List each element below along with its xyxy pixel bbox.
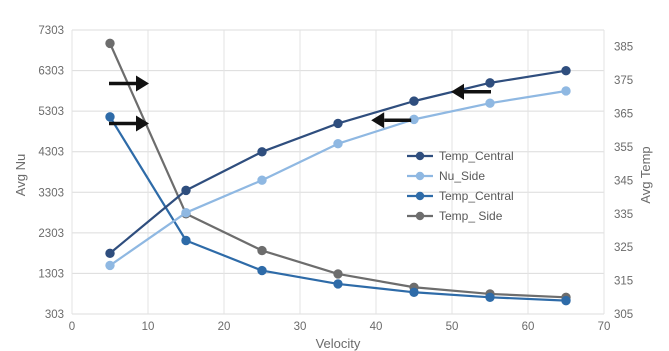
arrow-head — [136, 75, 149, 92]
left-y-tick-label: 5303 — [38, 106, 64, 118]
x-tick-label: 0 — [69, 321, 75, 333]
right-y-tick-label: 335 — [614, 209, 633, 221]
series-lines — [105, 38, 571, 306]
legend-swatch-marker — [415, 151, 425, 161]
data-point — [257, 175, 267, 185]
data-point — [105, 260, 115, 271]
left-y-tick-label: 303 — [45, 309, 64, 321]
x-axis-title: Velocity — [316, 336, 361, 351]
right-y-tick-label: 345 — [614, 175, 633, 187]
data-point — [257, 265, 267, 276]
legend-swatch-marker — [415, 171, 425, 181]
legend-label: Nu_Side — [439, 169, 485, 183]
data-point — [257, 147, 267, 157]
right-y-tick-label: 375 — [614, 75, 633, 87]
left-y-tick-label: 3303 — [38, 187, 64, 199]
data-point — [561, 295, 571, 306]
left-y-tick-label: 1303 — [38, 268, 64, 280]
legend-swatch-marker — [415, 191, 425, 201]
data-point — [333, 118, 343, 129]
data-point — [561, 86, 571, 96]
arrow-head — [371, 112, 385, 129]
data-point — [105, 248, 115, 258]
right-y-tick-label: 305 — [614, 309, 633, 321]
left-y-tick-label: 7303 — [38, 25, 64, 37]
data-point — [181, 207, 191, 218]
legend-label: Temp_Central — [439, 189, 514, 203]
x-tick-label: 50 — [446, 321, 459, 333]
data-point — [181, 185, 191, 196]
data-point — [561, 65, 571, 76]
data-point — [333, 139, 343, 149]
x-tick-label: 40 — [370, 321, 383, 333]
right-y-tick-label: 325 — [614, 242, 633, 254]
data-point — [105, 38, 115, 49]
annotation-arrows — [109, 75, 491, 132]
data-point — [485, 78, 495, 88]
right-y-tick-label: 355 — [614, 142, 633, 154]
legend-swatch-marker — [415, 211, 425, 221]
data-point — [105, 112, 115, 122]
data-point — [257, 245, 267, 256]
x-tick-label: 30 — [294, 321, 307, 333]
series-line-1 — [109, 89, 567, 267]
x-tick-label: 20 — [218, 321, 231, 333]
right-y-tick-label: 385 — [614, 42, 633, 54]
arrow-head — [136, 115, 149, 132]
left-y-axis-ticks: 303 1303 2303 3303 4303 5303 6303 7303 — [38, 25, 64, 321]
data-point — [333, 279, 343, 289]
left-y-axis-title: Avg Nu — [13, 154, 28, 196]
data-point — [333, 269, 343, 279]
x-tick-label: 60 — [522, 321, 535, 333]
left-y-tick-label: 6303 — [38, 66, 64, 78]
data-point — [409, 287, 419, 297]
x-tick-label: 10 — [142, 321, 155, 333]
data-point — [485, 292, 495, 302]
x-tick-label: 70 — [598, 321, 611, 333]
right-y-tick-label: 365 — [614, 109, 633, 121]
data-point — [409, 96, 419, 106]
data-point — [181, 235, 191, 246]
legend: Temp_Central Nu_Side Temp_Central Temp_ Sid… — [407, 149, 514, 223]
legend-label: Temp_ Side — [439, 209, 503, 223]
left-y-tick-label: 4303 — [38, 147, 64, 159]
arrow-head — [451, 83, 464, 100]
right-y-axis-ticks: 305 315 325 335 345 355 365 375 385 — [614, 42, 633, 321]
legend-label: Temp_Central — [439, 149, 514, 163]
right-y-tick-label: 315 — [614, 276, 633, 288]
right-y-axis-title: Avg Temp — [638, 146, 653, 203]
grid — [71, 29, 605, 315]
data-point — [485, 98, 495, 108]
x-axis-ticks: 0 10 20 30 40 50 60 70 — [69, 321, 611, 333]
left-y-tick-label: 2303 — [38, 228, 64, 240]
